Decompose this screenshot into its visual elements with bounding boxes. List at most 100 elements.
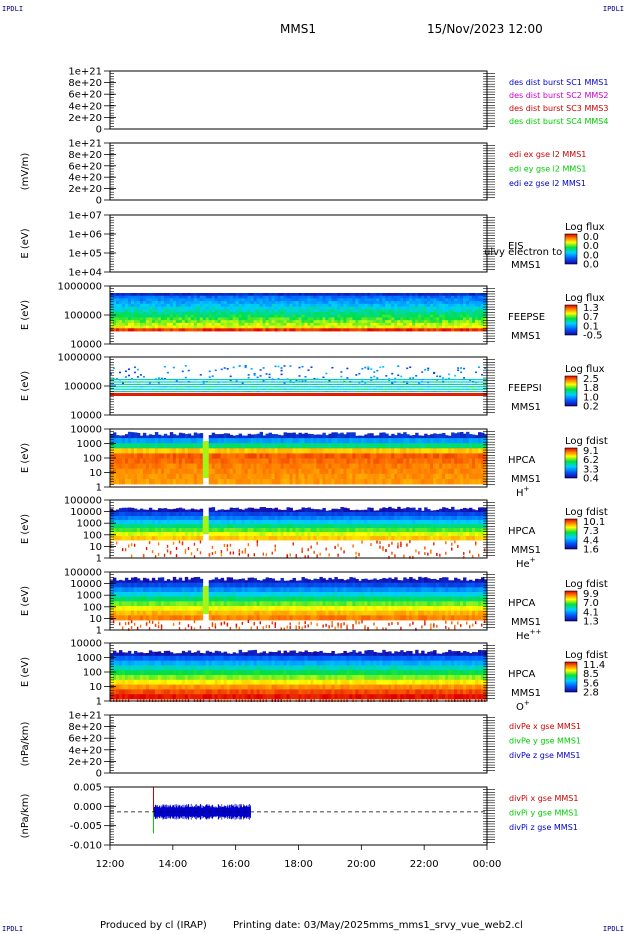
ytick-label: 1000 bbox=[77, 519, 102, 530]
xtick-label: 14:00 bbox=[158, 859, 187, 870]
colorbar-title: Log fdist bbox=[565, 436, 608, 447]
colorbar-tick: 9.1 bbox=[583, 446, 599, 457]
legend-entry: edi ex gse l2 MMS1 bbox=[509, 150, 586, 159]
legend-entry: edi ez gse l2 MMS1 bbox=[509, 179, 586, 188]
minor-ticks-p8 bbox=[110, 574, 495, 628]
instrument-label: FEEPSI bbox=[508, 383, 542, 394]
colorbar-tick: -0.5 bbox=[583, 331, 603, 342]
xtick-label: 22:00 bbox=[410, 859, 439, 870]
ytick-label: 10000 bbox=[70, 425, 102, 436]
ytick-label: 10000 bbox=[70, 340, 102, 351]
ylabel: E (eV) bbox=[20, 443, 31, 473]
ytick-label: 100 bbox=[83, 454, 102, 465]
instrument-label: FEEPSE bbox=[508, 312, 545, 323]
footer-script-name: mms_mms1_srvy_vue_web2.cl bbox=[369, 920, 523, 931]
legend-entry: divPe y gse MMS1 bbox=[509, 737, 581, 746]
ytick-label: 1000 bbox=[77, 439, 102, 450]
xtick-label: 00:00 bbox=[473, 859, 502, 870]
colorbar-title: Log fdist bbox=[565, 507, 608, 518]
species-name: He bbox=[516, 631, 530, 642]
ytick-label: -0.005 bbox=[70, 821, 102, 832]
datetime-title: 15/Nov/2023 12:00 bbox=[427, 22, 543, 36]
spectrogram-p8 bbox=[110, 576, 488, 631]
species-label: He++ bbox=[516, 628, 542, 642]
ytick-label: 1e+05 bbox=[68, 249, 102, 260]
legend-entry: divPi x gse MMS1 bbox=[509, 794, 578, 803]
minor-ticks-p4 bbox=[110, 288, 495, 342]
colorbar bbox=[564, 518, 578, 550]
ytick-label: 100 bbox=[83, 530, 102, 541]
colorbar-tick: 1.0 bbox=[583, 392, 599, 403]
colorbar-tick: 11.4 bbox=[583, 660, 605, 671]
ytick-label: 10000 bbox=[70, 639, 102, 650]
xtick-label: 12:00 bbox=[96, 859, 125, 870]
instrument-label: HPCA bbox=[508, 526, 536, 537]
minor-ticks-p2 bbox=[110, 145, 495, 198]
ytick-label: -0.010 bbox=[70, 841, 102, 852]
species-charge: ++ bbox=[530, 628, 542, 636]
colorbar bbox=[564, 590, 578, 622]
ytick-label: 10 bbox=[89, 682, 102, 693]
ytick-label: 10 bbox=[89, 614, 102, 625]
legend-entry: edi ey gse l2 MMS1 bbox=[509, 165, 587, 174]
ytick-label: 10000 bbox=[70, 579, 102, 590]
ytick-label: 100000 bbox=[64, 496, 102, 507]
ytick-label: 2e+20 bbox=[68, 757, 102, 768]
ylabel: E (eV) bbox=[20, 514, 31, 544]
colorbar-title: Log flux bbox=[565, 293, 605, 304]
colorbar bbox=[564, 447, 578, 479]
ylabel: E (eV) bbox=[20, 586, 31, 616]
ytick-label: 10000 bbox=[70, 507, 102, 518]
colorbar-tick: 2.8 bbox=[583, 688, 599, 699]
colorbar-tick: 0.0 bbox=[583, 260, 599, 271]
minor-ticks-p7 bbox=[110, 502, 495, 556]
ytick-label: 10 bbox=[89, 542, 102, 553]
colorbar-tick: 5.6 bbox=[583, 678, 599, 689]
ytick-label: 1000 bbox=[77, 653, 102, 664]
spectrogram-p4 bbox=[110, 293, 488, 332]
instrument-label: HPCA bbox=[508, 669, 536, 680]
ytick-label: 6e+20 bbox=[68, 161, 102, 172]
ytick-label: 10 bbox=[89, 468, 102, 479]
minor-ticks-p1 bbox=[110, 73, 495, 127]
spectrogram-p5 bbox=[110, 365, 488, 396]
frame-p5 bbox=[109, 356, 488, 416]
ylabel: E (eV) bbox=[20, 657, 31, 687]
spectrogram-p9 bbox=[110, 649, 488, 702]
minor-ticks-p9 bbox=[110, 645, 495, 699]
ytick-label: 1e+04 bbox=[68, 268, 102, 279]
spectrogram-p6 bbox=[110, 431, 488, 485]
ytick-label: 4e+20 bbox=[68, 173, 102, 184]
ytick-label: 8e+20 bbox=[68, 78, 102, 89]
minor-ticks-p6 bbox=[110, 431, 495, 485]
colorbar-tick: 10.1 bbox=[583, 517, 605, 528]
ytick-label: 8e+20 bbox=[68, 150, 102, 161]
colorbar-tick: 6.2 bbox=[583, 455, 599, 466]
species-charge: + bbox=[524, 485, 530, 493]
colorbar-tick: 0.0 bbox=[583, 232, 599, 243]
footer-produced-by: Produced by cl (IRAP) bbox=[100, 920, 207, 931]
instrument-spacecraft: MMS1 bbox=[511, 331, 541, 342]
instrument-spacecraft: MMS1 bbox=[511, 545, 541, 556]
ytick-label: 10000 bbox=[70, 411, 102, 422]
colorbar-tick: 0.4 bbox=[583, 474, 599, 485]
colorbar bbox=[564, 304, 578, 336]
species-label: H+ bbox=[516, 485, 530, 499]
ytick-label: 1000000 bbox=[57, 282, 102, 293]
ytick-label: 1 bbox=[96, 554, 102, 565]
ytick-label: 100 bbox=[83, 602, 102, 613]
frame-p2 bbox=[109, 142, 488, 201]
colorbar-tick: 0.7 bbox=[583, 312, 599, 323]
colorbar-title: Log flux bbox=[565, 222, 605, 233]
ytick-label: 2e+20 bbox=[68, 184, 102, 195]
legend-entry: des dist burst SC4 MMS4 bbox=[509, 117, 608, 126]
ytick-label: 1000000 bbox=[57, 353, 102, 364]
ytick-label: 2e+20 bbox=[68, 113, 102, 124]
minor-ticks-p3 bbox=[110, 217, 495, 270]
